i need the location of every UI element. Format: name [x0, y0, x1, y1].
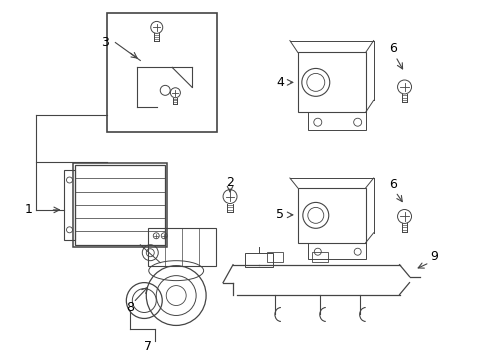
Bar — [308, 112, 366, 130]
Bar — [308, 243, 366, 259]
Text: 9: 9 — [431, 250, 439, 263]
Text: 3: 3 — [101, 36, 109, 49]
Bar — [107, 13, 217, 132]
Bar — [298, 188, 366, 243]
Text: 7: 7 — [144, 340, 152, 353]
Bar — [298, 53, 366, 112]
Text: 6: 6 — [389, 179, 396, 192]
Text: 5: 5 — [276, 208, 284, 221]
Text: 4: 4 — [276, 76, 284, 89]
Bar — [75, 165, 165, 245]
Bar — [312, 252, 328, 262]
Text: 2: 2 — [226, 176, 234, 189]
Bar — [245, 253, 273, 267]
Text: 1: 1 — [24, 203, 32, 216]
Bar — [74, 163, 167, 247]
Text: 6: 6 — [389, 42, 396, 55]
Bar — [64, 170, 75, 240]
Bar — [267, 252, 283, 262]
Text: 8: 8 — [126, 301, 134, 314]
Bar — [148, 228, 216, 266]
